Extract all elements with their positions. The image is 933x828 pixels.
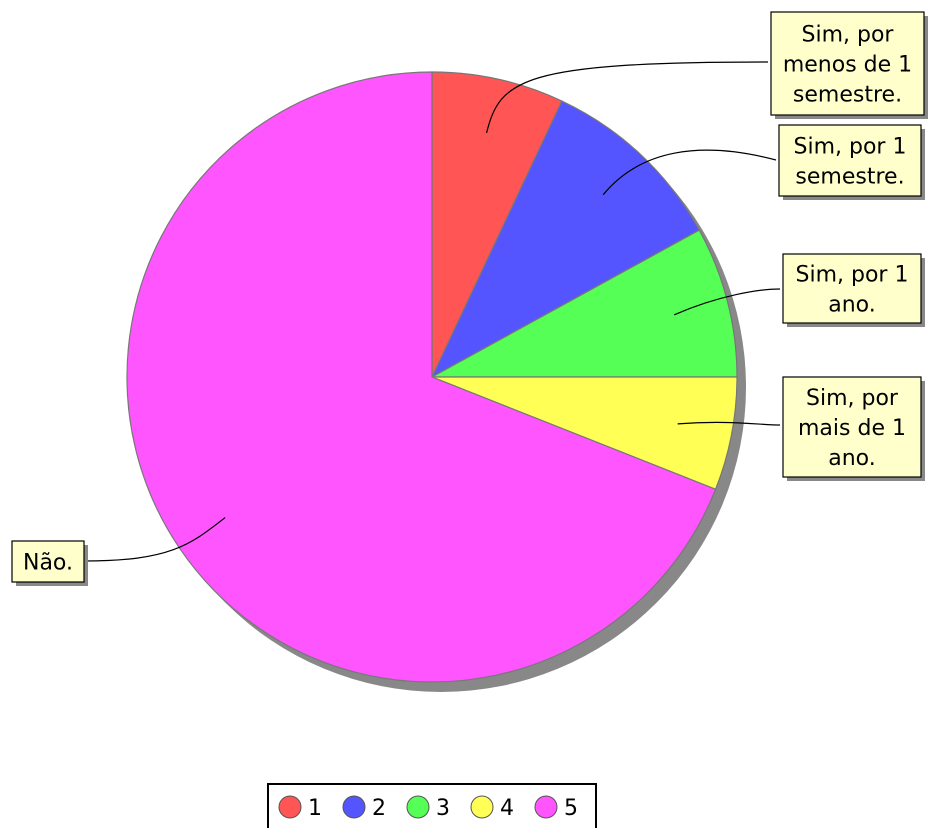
legend-swatch-4 xyxy=(470,795,494,819)
legend-swatch-1 xyxy=(278,795,302,819)
legend-label-3: 3 xyxy=(436,796,450,821)
callout-leader-3 xyxy=(674,288,781,316)
callout-label-3-line-1: Sim, por 1 xyxy=(796,263,909,288)
callout-box-4 xyxy=(782,376,922,478)
legend-swatch-3 xyxy=(406,795,430,819)
callout-box-1 xyxy=(770,11,925,116)
callout-box-3 xyxy=(782,253,922,324)
callout-label-1-line-1: Sim, por xyxy=(802,23,895,48)
pie-slice-5 xyxy=(126,71,717,683)
callout-leader-5 xyxy=(83,517,226,562)
callout-label-1-line-3: semestre. xyxy=(793,83,902,108)
pie-slice-3 xyxy=(431,229,738,378)
callout-label-3-line-2: ano. xyxy=(828,293,876,318)
callout-leader-2 xyxy=(602,149,777,196)
callout-label-4-line-1: Sim, por xyxy=(806,386,899,411)
legend-swatch-2 xyxy=(342,795,366,819)
callout-label-2-line-1: Sim, por 1 xyxy=(794,135,907,160)
callout-label-5-line-1: Não. xyxy=(23,551,73,576)
callout-label-4-line-2: mais de 1 xyxy=(798,416,906,441)
slice-callouts: Sim, por menos de 1 semestre. Sim, por 1 sem… xyxy=(11,11,928,586)
legend-swatch-5 xyxy=(534,795,558,819)
pie-slice-1 xyxy=(431,71,563,378)
callout-label-4-line-3: ano. xyxy=(828,446,876,471)
callout-leader-4 xyxy=(677,421,781,426)
pie-slices xyxy=(126,71,738,683)
legend-label-5: 5 xyxy=(564,796,578,821)
legend-label-1: 1 xyxy=(308,796,322,821)
callout-box-2 xyxy=(778,124,922,197)
legend-label-4: 4 xyxy=(500,796,514,821)
callout-leader-1 xyxy=(485,61,769,134)
legend-label-2: 2 xyxy=(372,796,386,821)
callout-label-2-line-2: semestre. xyxy=(795,165,904,190)
pie-slice-2 xyxy=(430,100,701,379)
callout-box-5 xyxy=(11,540,85,583)
callout-label-1-line-2: menos de 1 xyxy=(783,53,912,78)
legend: 1 2 3 4 5 xyxy=(267,783,597,828)
